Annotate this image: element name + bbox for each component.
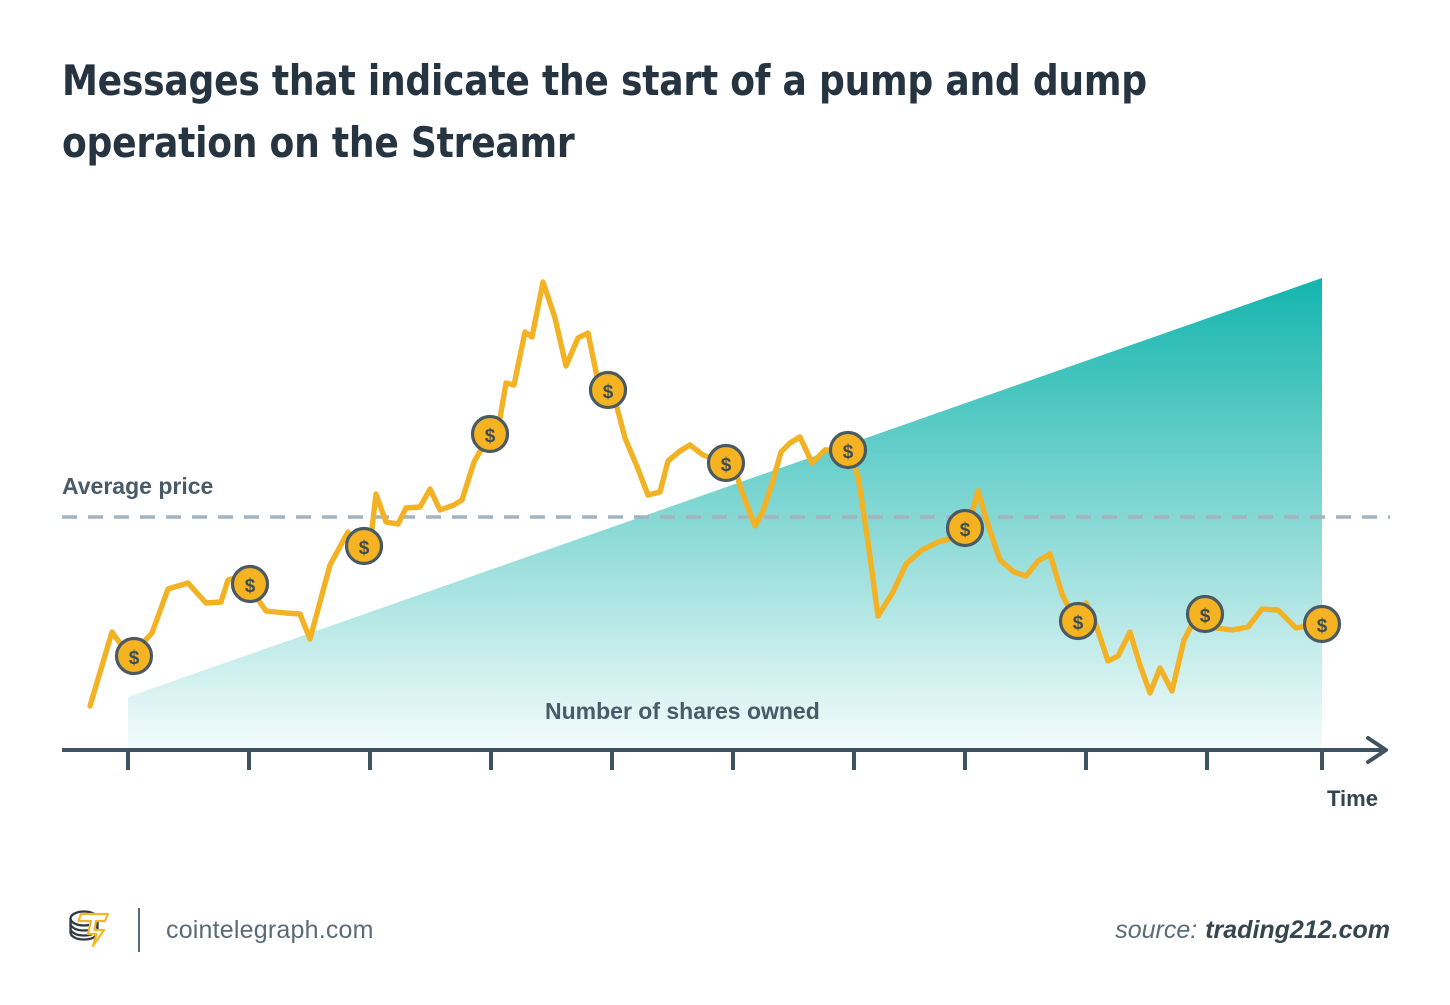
dollar-coin-icon[interactable]: $ xyxy=(1058,601,1098,641)
footer: cointelegraph.com source: trading212.com xyxy=(0,880,1450,980)
svg-text:$: $ xyxy=(129,648,140,669)
page-title: Messages that indicate the start of a pu… xyxy=(62,56,1147,167)
x-axis xyxy=(62,736,1388,770)
dollar-coin-icon[interactable]: $ xyxy=(588,370,628,410)
average-price-label: Average price xyxy=(62,473,214,499)
dollar-coin-icon[interactable]: $ xyxy=(114,636,154,676)
x-axis-ticks xyxy=(126,750,1324,770)
dollar-coin-icon[interactable]: $ xyxy=(1302,604,1342,644)
coin-markers: $ $ $ $ $ xyxy=(114,370,1342,676)
dollar-coin-icon[interactable]: $ xyxy=(828,430,868,470)
footer-divider xyxy=(138,908,140,952)
svg-text:$: $ xyxy=(721,455,732,476)
footer-brand: cointelegraph.com xyxy=(62,880,374,980)
shares-owned-area xyxy=(128,278,1322,750)
svg-text:$: $ xyxy=(843,442,854,463)
svg-text:$: $ xyxy=(1073,613,1084,634)
source-label: source: xyxy=(1115,915,1198,944)
svg-text:$: $ xyxy=(485,426,496,447)
title-block: Messages that indicate the start of a pu… xyxy=(62,50,1382,173)
source-value: trading212.com xyxy=(1205,915,1390,944)
svg-text:$: $ xyxy=(960,520,971,541)
dollar-coin-icon[interactable]: $ xyxy=(230,564,270,604)
footer-site-label: cointelegraph.com xyxy=(166,915,374,944)
cointelegraph-logo-icon xyxy=(62,904,114,956)
svg-text:$: $ xyxy=(1317,616,1328,637)
svg-text:$: $ xyxy=(359,538,370,559)
time-axis-label: Time xyxy=(1327,786,1378,811)
dollar-coin-icon[interactable]: $ xyxy=(945,508,985,548)
dollar-coin-icon[interactable]: $ xyxy=(706,443,746,483)
footer-source: source: trading212.com xyxy=(1115,880,1390,980)
svg-text:$: $ xyxy=(1200,606,1211,627)
svg-text:$: $ xyxy=(245,576,256,597)
dollar-coin-icon[interactable]: $ xyxy=(1185,594,1225,634)
shares-owned-label: Number of shares owned xyxy=(545,698,820,724)
dollar-coin-icon[interactable]: $ xyxy=(344,526,384,566)
dollar-coin-icon[interactable]: $ xyxy=(470,414,510,454)
svg-text:$: $ xyxy=(603,382,614,403)
